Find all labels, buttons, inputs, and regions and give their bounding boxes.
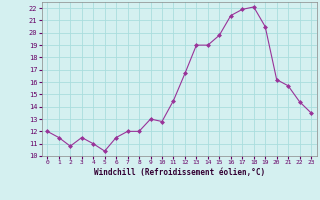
X-axis label: Windchill (Refroidissement éolien,°C): Windchill (Refroidissement éolien,°C) [94,168,265,177]
